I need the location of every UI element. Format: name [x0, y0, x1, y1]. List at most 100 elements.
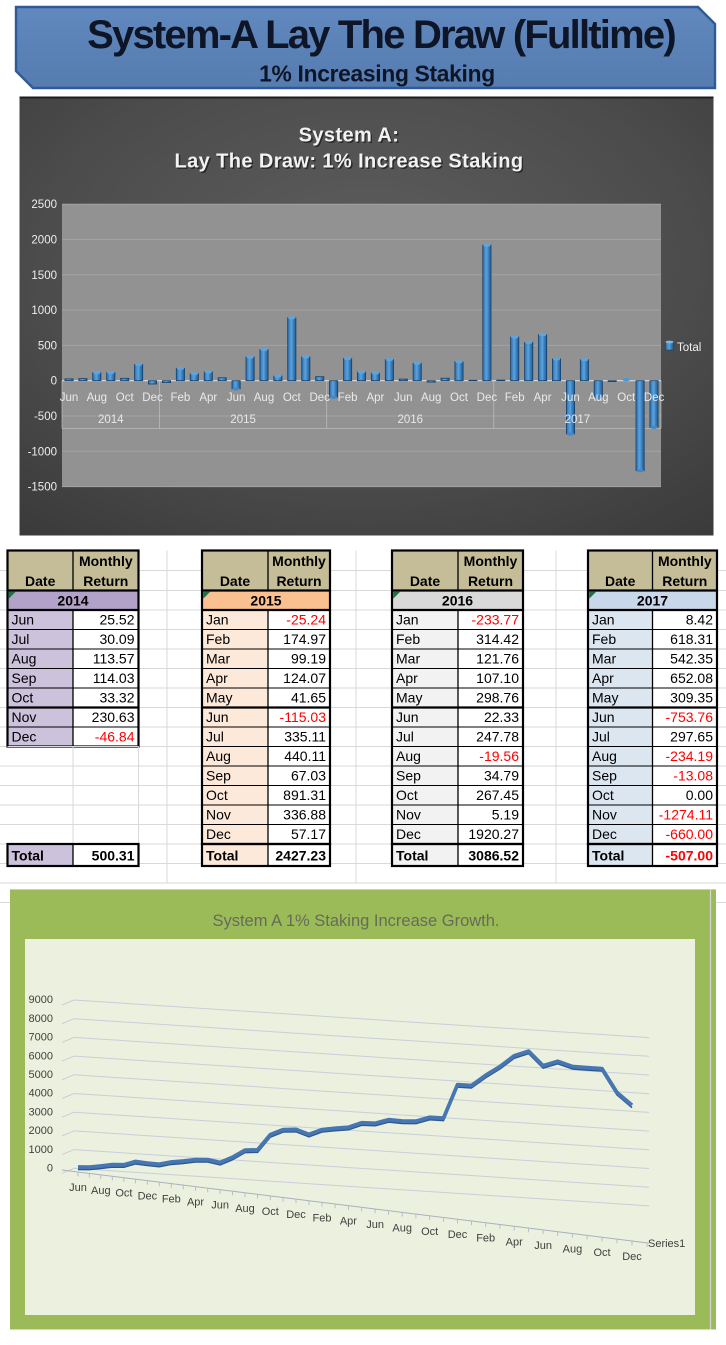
svg-text:-660.00: -660.00 — [666, 826, 714, 842]
svg-text:33.32: 33.32 — [99, 690, 134, 706]
svg-text:8.42: 8.42 — [686, 612, 713, 628]
svg-text:May: May — [206, 690, 232, 706]
svg-text:Feb: Feb — [505, 392, 525, 404]
svg-text:Lay The Draw: 1% Increase Stak: Lay The Draw: 1% Increase Staking — [175, 151, 524, 173]
svg-text:2015: 2015 — [250, 593, 281, 609]
svg-text:Sep: Sep — [206, 768, 231, 784]
svg-text:113.57: 113.57 — [93, 651, 135, 667]
svg-text:Dec: Dec — [622, 1251, 642, 1263]
svg-text:2017: 2017 — [565, 414, 591, 426]
svg-text:652.08: 652.08 — [670, 670, 713, 686]
svg-text:0: 0 — [51, 376, 57, 388]
svg-text:Jun: Jun — [211, 1200, 229, 1212]
svg-text:Total: Total — [677, 342, 701, 354]
svg-text:Jun: Jun — [396, 709, 419, 725]
svg-text:Feb: Feb — [162, 1194, 181, 1206]
svg-text:500.31: 500.31 — [92, 848, 135, 864]
svg-text:8000: 8000 — [29, 1013, 53, 1025]
svg-text:Jan: Jan — [396, 612, 419, 628]
svg-text:6000: 6000 — [29, 1050, 53, 1062]
svg-text:2427.23: 2427.23 — [275, 848, 326, 864]
svg-text:-233.77: -233.77 — [472, 612, 520, 628]
svg-text:99.19: 99.19 — [291, 651, 326, 667]
svg-text:1500: 1500 — [31, 270, 57, 282]
svg-text:Total: Total — [12, 848, 44, 864]
svg-text:Jun: Jun — [592, 709, 615, 725]
svg-text:5000: 5000 — [29, 1069, 53, 1081]
svg-text:Return: Return — [83, 573, 128, 589]
svg-text:9000: 9000 — [29, 994, 53, 1006]
svg-text:0: 0 — [47, 1163, 53, 1175]
svg-text:Dec: Dec — [477, 392, 498, 404]
svg-text:Oct: Oct — [206, 787, 228, 803]
svg-text:Feb: Feb — [338, 392, 358, 404]
svg-text:Jun: Jun — [206, 709, 229, 725]
svg-text:267.45: 267.45 — [476, 787, 519, 803]
svg-text:Jan: Jan — [206, 612, 229, 628]
svg-text:891.31: 891.31 — [283, 787, 326, 803]
svg-text:542.35: 542.35 — [670, 651, 713, 667]
svg-text:3000: 3000 — [29, 1106, 53, 1118]
svg-text:Sep: Sep — [12, 670, 37, 686]
svg-text:System-A Lay The Draw (Fulltim: System-A Lay The Draw (Fulltime) — [87, 13, 675, 57]
svg-text:Dec: Dec — [448, 1229, 468, 1241]
svg-text:Jul: Jul — [206, 729, 224, 745]
svg-text:Date: Date — [410, 573, 441, 589]
svg-text:Dec: Dec — [12, 729, 37, 745]
svg-text:309.35: 309.35 — [670, 690, 713, 706]
svg-text:May: May — [592, 690, 618, 706]
svg-text:247.78: 247.78 — [476, 729, 519, 745]
svg-text:Oct: Oct — [396, 787, 418, 803]
svg-text:Jun: Jun — [12, 612, 35, 628]
svg-text:1% Increasing Staking: 1% Increasing Staking — [259, 61, 495, 87]
svg-text:Aug: Aug — [392, 1222, 412, 1234]
svg-text:2014: 2014 — [98, 414, 124, 426]
svg-text:Nov: Nov — [592, 807, 617, 823]
svg-text:Date: Date — [220, 573, 251, 589]
svg-text:Oct: Oct — [262, 1206, 279, 1218]
svg-text:30.09: 30.09 — [99, 631, 134, 647]
svg-text:2016: 2016 — [442, 593, 473, 609]
svg-text:Apr: Apr — [340, 1216, 357, 1228]
svg-text:Jun: Jun — [227, 392, 246, 404]
svg-text:Apr: Apr — [396, 670, 418, 686]
svg-text:2016: 2016 — [398, 414, 424, 426]
svg-text:-13.08: -13.08 — [673, 768, 713, 784]
svg-text:Mar: Mar — [206, 651, 230, 667]
svg-text:-753.76: -753.76 — [666, 709, 714, 725]
svg-text:System A 1% Staking Increase G: System A 1% Staking Increase Growth. — [212, 912, 499, 930]
svg-text:Date: Date — [25, 573, 56, 589]
svg-text:107.10: 107.10 — [476, 670, 519, 686]
svg-text:34.79: 34.79 — [484, 768, 519, 784]
svg-text:Apr: Apr — [366, 392, 384, 404]
svg-text:Jul: Jul — [12, 631, 30, 647]
svg-text:298.76: 298.76 — [476, 690, 519, 706]
svg-text:230.63: 230.63 — [92, 709, 135, 725]
svg-text:Dec: Dec — [644, 392, 665, 404]
svg-text:Mar: Mar — [396, 651, 420, 667]
svg-text:-25.24: -25.24 — [286, 612, 326, 628]
svg-text:2017: 2017 — [637, 593, 668, 609]
svg-text:174.97: 174.97 — [283, 631, 326, 647]
svg-text:Oct: Oct — [283, 392, 302, 404]
svg-text:System A:: System A: — [299, 125, 400, 147]
svg-text:Monthly: Monthly — [272, 553, 326, 569]
svg-text:Jun: Jun — [366, 1219, 384, 1231]
svg-text:Oct: Oct — [450, 392, 469, 404]
svg-text:Nov: Nov — [12, 709, 37, 725]
svg-text:Oct: Oct — [116, 392, 135, 404]
svg-text:335.11: 335.11 — [284, 729, 326, 745]
svg-text:Feb: Feb — [396, 631, 420, 647]
svg-text:Oct: Oct — [115, 1188, 132, 1200]
svg-text:25.52: 25.52 — [99, 612, 134, 628]
svg-text:Jun: Jun — [534, 1240, 552, 1252]
svg-text:Date: Date — [605, 573, 636, 589]
svg-text:-234.19: -234.19 — [666, 748, 714, 764]
svg-text:Aug: Aug — [12, 651, 37, 667]
svg-text:Feb: Feb — [476, 1233, 495, 1245]
svg-text:Oct: Oct — [12, 690, 34, 706]
svg-text:314.42: 314.42 — [476, 631, 519, 647]
svg-text:2000: 2000 — [31, 235, 57, 247]
svg-text:Aug: Aug — [592, 748, 617, 764]
svg-text:Dec: Dec — [206, 826, 231, 842]
